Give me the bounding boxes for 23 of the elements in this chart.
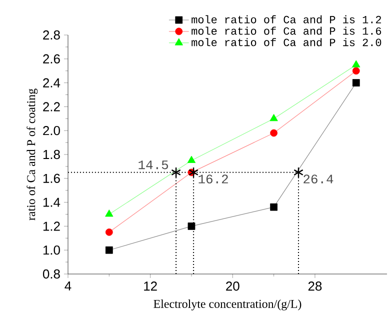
y-tick-label: 2.0 [43,126,60,136]
y-axis-title: ratio of Ca and P of coating [26,88,38,220]
y-tick-label: 1.0 [43,246,60,255]
y-tick-label: 1.8 [43,150,60,160]
annotation: 26.4 [304,174,334,184]
y-tick-label: 2.8 [43,30,60,40]
annotation: 14.5 [138,160,168,170]
x-tick-label: 20 [226,282,240,291]
x-tick-label: 4 [64,282,72,290]
y-tick-label: 1.2 [43,222,60,231]
legend-label: mole ratio of Ca and P is 1.2 [192,15,382,24]
annotation: 16.2 [198,174,228,184]
x-tick-label: 12 [144,282,157,291]
legend-label: mole ratio of Ca and P is 1.6 [192,26,382,35]
y-tick-label: 0.8 [42,269,60,279]
y-tick-label: 1.4 [43,198,60,207]
y-tick-label: 2.2 [43,102,60,112]
y-tick-label: 1.6 [43,174,60,183]
legend-label: mole ratio of Ca and P is 2.0 [192,38,382,46]
y-tick-label: 2.4 [43,78,60,88]
x-axis-title: Electrolyte concentration/(g/L) [154,300,302,310]
y-tick-label: 2.6 [43,54,60,64]
x-tick-label: 28 [308,282,322,291]
